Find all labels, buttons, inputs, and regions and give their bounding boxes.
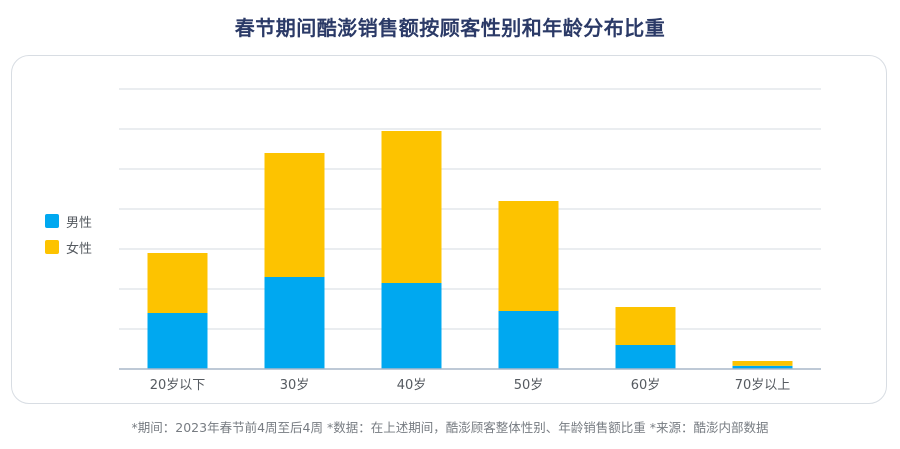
legend-swatch-female <box>45 240 59 254</box>
bar-female <box>498 201 559 311</box>
bar-male <box>264 277 325 369</box>
legend-swatch-male <box>45 214 59 228</box>
bar-male <box>498 311 559 369</box>
x-tick-label: 50岁 <box>514 378 544 393</box>
legend: 男性 女性 <box>45 208 92 260</box>
legend-label-male: 男性 <box>66 215 93 231</box>
legend-label-female: 女性 <box>66 241 93 257</box>
bar-female <box>147 253 208 313</box>
x-tick-label: 20岁以下 <box>150 378 206 393</box>
bar-female <box>381 131 442 283</box>
bar-male <box>381 283 442 369</box>
chart-title: 春节期间酷澎销售额按顾客性别和年龄分布比重 <box>234 16 666 40</box>
bar-female <box>732 361 793 366</box>
bar-female <box>615 307 676 345</box>
x-tick-label: 30岁 <box>280 378 310 393</box>
legend-item-female: 女性 <box>45 234 92 260</box>
x-tick-label: 60岁 <box>631 378 661 393</box>
bar-male <box>732 365 793 369</box>
legend-item-male: 男性 <box>45 208 92 234</box>
footnote: *期间：2023年春节前4周至后4周 *数据：在上述期间，酷澎顾客整体性别、年龄… <box>131 420 769 435</box>
x-tick-label: 40岁 <box>397 378 427 393</box>
bar-male <box>615 345 676 369</box>
bar-male <box>147 313 208 369</box>
x-tick-label: 70岁以上 <box>735 378 791 393</box>
bar-female <box>264 153 325 277</box>
